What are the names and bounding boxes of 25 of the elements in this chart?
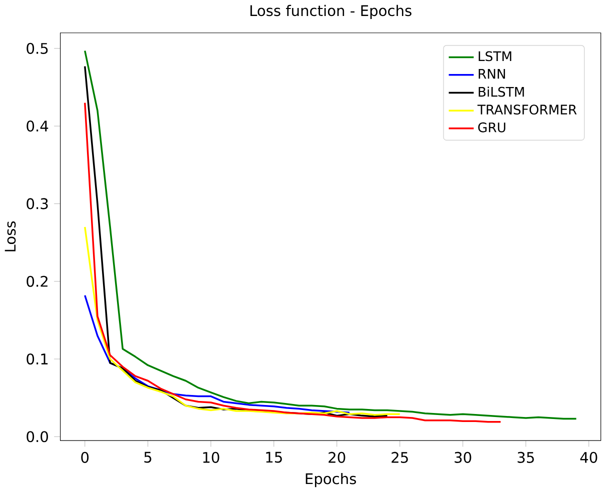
- y-tick-label: 0.3: [26, 198, 48, 210]
- y-tick-label: 0.2: [26, 276, 48, 287]
- x-tick-label: 5: [144, 452, 152, 463]
- chart-title: Loss function - Epochs: [250, 4, 412, 20]
- legend-label: BiLSTM: [478, 86, 524, 97]
- x-tick-label: 30: [454, 452, 472, 463]
- y-tick-label: 0.1: [26, 353, 48, 365]
- y-tick-label: 0.5: [26, 42, 48, 54]
- x-tick-label: 15: [266, 452, 282, 463]
- line-series: [84, 226, 401, 416]
- x-axis-title: Epochs: [306, 472, 356, 488]
- line-series: [84, 294, 350, 414]
- y-tick-label: 0.4: [26, 120, 48, 132]
- y-axis-title: Loss: [4, 221, 16, 252]
- x-tick-label: 10: [203, 452, 220, 463]
- legend-label: GRU: [478, 122, 506, 132]
- x-tick-label: 40: [580, 452, 598, 463]
- legend-label: RNN: [478, 69, 505, 79]
- y-tick-label: 0.0: [26, 431, 48, 442]
- x-tick-label: 35: [518, 452, 534, 463]
- legend-label: LSTM: [478, 51, 512, 62]
- x-tick-label: 25: [392, 452, 408, 463]
- x-tick-label: 20: [328, 452, 346, 463]
- x-tick-label: 0: [81, 452, 89, 463]
- legend-label: TRANSFORMER: [477, 104, 577, 115]
